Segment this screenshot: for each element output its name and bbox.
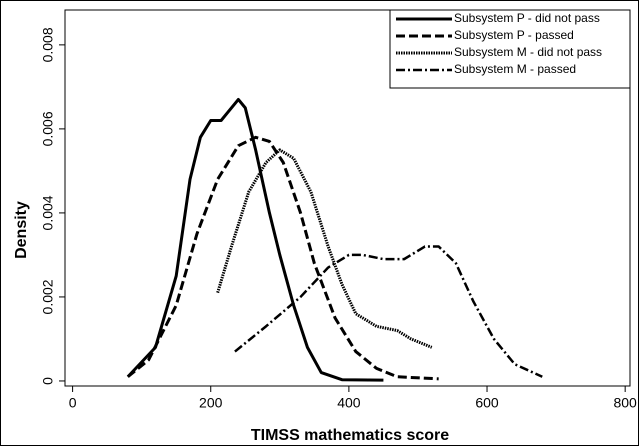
x-axis-label: TIMSS mathematics score xyxy=(251,427,449,444)
y-axis-label: Density xyxy=(13,201,30,259)
y-tick-label: 0.004 xyxy=(40,195,56,230)
legend-label: Subsystem M - did not pass xyxy=(454,45,602,59)
plot-area xyxy=(64,9,631,387)
y-tick-label: 0 xyxy=(40,377,56,385)
x-tick-label: 400 xyxy=(337,395,361,411)
series-line xyxy=(216,148,433,349)
legend-label: Subsystem P - passed xyxy=(454,28,574,42)
x-tick-label: 600 xyxy=(475,395,499,411)
y-tick-label: 0.006 xyxy=(40,111,56,146)
y-tick-label: 0.002 xyxy=(40,279,56,314)
x-tick-label: 200 xyxy=(199,395,223,411)
legend-label: Subsystem P - did not pass xyxy=(454,11,600,25)
x-tick-label: 800 xyxy=(613,395,637,411)
series-line xyxy=(126,135,439,381)
series-line xyxy=(126,97,384,382)
legend-label: Subsystem M - passed xyxy=(454,62,576,76)
series-line xyxy=(234,245,543,378)
y-tick-label: 0.008 xyxy=(40,27,56,62)
legend-box xyxy=(389,9,631,89)
x-tick-label: 0 xyxy=(69,395,77,411)
